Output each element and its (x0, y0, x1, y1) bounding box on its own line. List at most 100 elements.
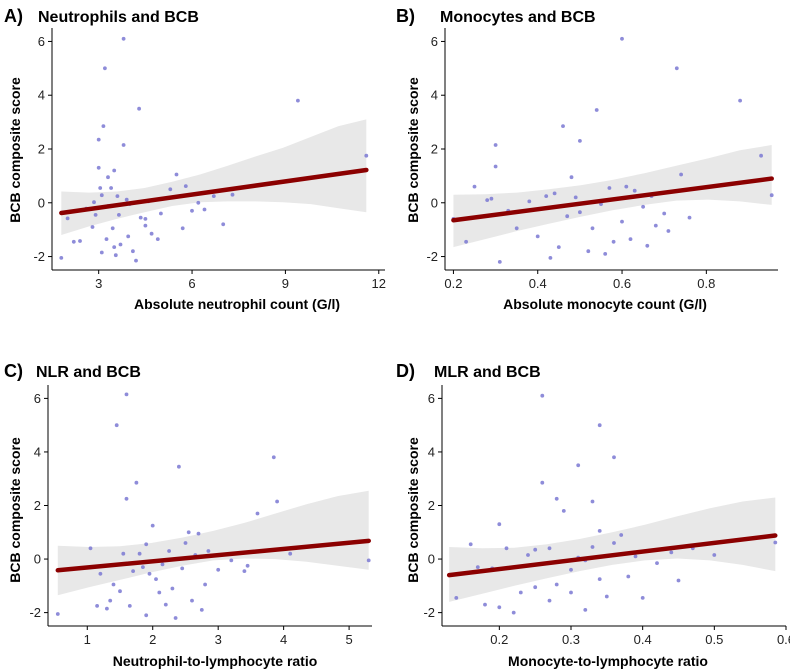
panel-b-y-tick-label: 2 (431, 142, 438, 157)
panel-c-label: C) (4, 361, 23, 381)
panel-a-data-point (159, 211, 163, 216)
panel-a-data-point (126, 234, 131, 239)
panel-c-data-point (157, 590, 162, 595)
panel-b-data-point (556, 245, 561, 250)
panel-a-data-point (90, 225, 95, 229)
panel-a-data-point (196, 200, 201, 205)
panel-a-title: Neutrophils and BCB (38, 9, 199, 26)
panel-b-data-point (620, 219, 624, 224)
panel-b-confidence-band (453, 145, 772, 248)
panel-b-data-point (493, 143, 498, 147)
panel-c-data-point (118, 589, 122, 594)
panel-b-data-point (641, 204, 645, 209)
panel-a-x-tick-label: 6 (188, 276, 195, 291)
panel-d-data-point (612, 541, 616, 545)
panel-c-title: NLR and BCB (36, 364, 141, 381)
panel-a-data-point (143, 217, 148, 221)
panel-a-data-point (99, 250, 104, 255)
panel-b-data-point (485, 198, 490, 203)
panel-d-data-point (526, 553, 530, 557)
panel-a-data-point (183, 184, 188, 189)
panel-a-data-point (96, 165, 101, 170)
panel-a-data-point (92, 200, 96, 205)
panel-b-data-point (552, 191, 557, 196)
panel-c-data-point (114, 423, 119, 428)
panel-d-data-point (547, 598, 552, 603)
panel-c-data-point (134, 480, 139, 485)
panel-b-data-point (594, 108, 599, 112)
panel-b-data-point (544, 194, 549, 199)
panel-b-data-point (472, 184, 477, 189)
panel-c-data-point (196, 531, 201, 536)
panel-d-data-point (561, 509, 566, 513)
panel-a-data-point (113, 253, 118, 258)
panel-c-data-point (190, 598, 194, 603)
panel-b-data-point (573, 195, 578, 200)
panel-a-data-point (174, 172, 179, 177)
panel-b-data-point (620, 36, 624, 41)
panel-d-data-point (597, 577, 602, 581)
panel-d-data-point (533, 547, 538, 552)
panel-c-y-tick-label: -2 (29, 605, 41, 620)
panel-d-y-tick-label: 4 (428, 444, 435, 459)
panel-a-data-point (180, 226, 185, 231)
panel-b-label: B) (396, 6, 415, 26)
panel-c-data-point (180, 566, 185, 571)
panel-c-data-point (150, 523, 155, 528)
panel-d-data-point (475, 565, 480, 569)
panel-d-x-tick-label: 0.3 (562, 632, 580, 647)
panel-c-data-point (173, 616, 178, 620)
panel-d-data-point (619, 533, 624, 537)
panel-a-data-point (99, 193, 104, 198)
panel-c-y-axis-title: BCB composite score (7, 437, 23, 583)
panel-d-y-tick-label: 0 (428, 552, 435, 567)
panel-b-data-point (611, 239, 616, 244)
panel-c-data-point (275, 499, 279, 504)
panel-a-data-point (138, 215, 143, 220)
panel-a-data-point (131, 249, 135, 254)
panel-c-data-point (216, 567, 221, 572)
panel-a-label: A) (4, 6, 23, 26)
panel-a-x-axis-title: Absolute neutrophil count (G/l) (134, 296, 340, 312)
panel-d-y-tick-label: -2 (423, 605, 435, 620)
panel-a-data-point (149, 231, 154, 236)
panel-c-data-point (124, 392, 129, 397)
panel-a-y-tick-label: 2 (38, 142, 45, 157)
panel-d-data-point (540, 480, 545, 485)
panel-a-data-point (112, 168, 117, 173)
panel-a-data-point (71, 239, 76, 244)
panel-b-data-point (493, 164, 498, 169)
panel-c-data-point (124, 496, 129, 501)
panel-a-y-tick-label: 4 (38, 88, 45, 103)
panel-c-data-point (199, 608, 204, 612)
panel-d-data-point (569, 590, 573, 595)
panel-a-data-point (106, 175, 110, 180)
panel-a-data-point (104, 237, 109, 242)
panel-d: D) MLR and BCB Monocyte-to-lymphocyte ra… (396, 361, 790, 669)
panel-c-y-tick-label: 2 (34, 498, 41, 513)
panel-b-data-point (759, 153, 763, 158)
panel-c-data-point (55, 612, 60, 616)
panel-a-confidence-band (61, 119, 367, 235)
panel-a-data-point (78, 239, 82, 243)
panel-d-data-point (712, 553, 717, 557)
panel-b-data-point (464, 239, 468, 244)
panel-a-x-tick-label: 9 (282, 276, 289, 291)
panel-c-data-point (144, 613, 149, 618)
panel-c-x-tick-label: 4 (280, 632, 287, 647)
panel-b-data-point (653, 223, 658, 228)
panel-b-data-point (497, 260, 502, 264)
panel-d-confidence-band (449, 497, 776, 602)
panel-c-data-point (255, 511, 260, 516)
panel-d-data-point (483, 602, 487, 607)
panel-c-data-point (203, 582, 208, 587)
panel-b-data-point (565, 214, 570, 219)
panel-b-data-point (607, 186, 612, 190)
panel-d-data-point (773, 540, 778, 545)
panel-d-data-point (676, 578, 681, 583)
panel-a: A) Neutrophils and BCB Absolute neutroph… (4, 6, 386, 312)
panel-b-data-point (561, 124, 565, 128)
panel-a-data-point (109, 186, 113, 190)
panel-b-x-tick-label: 0.2 (444, 276, 462, 291)
